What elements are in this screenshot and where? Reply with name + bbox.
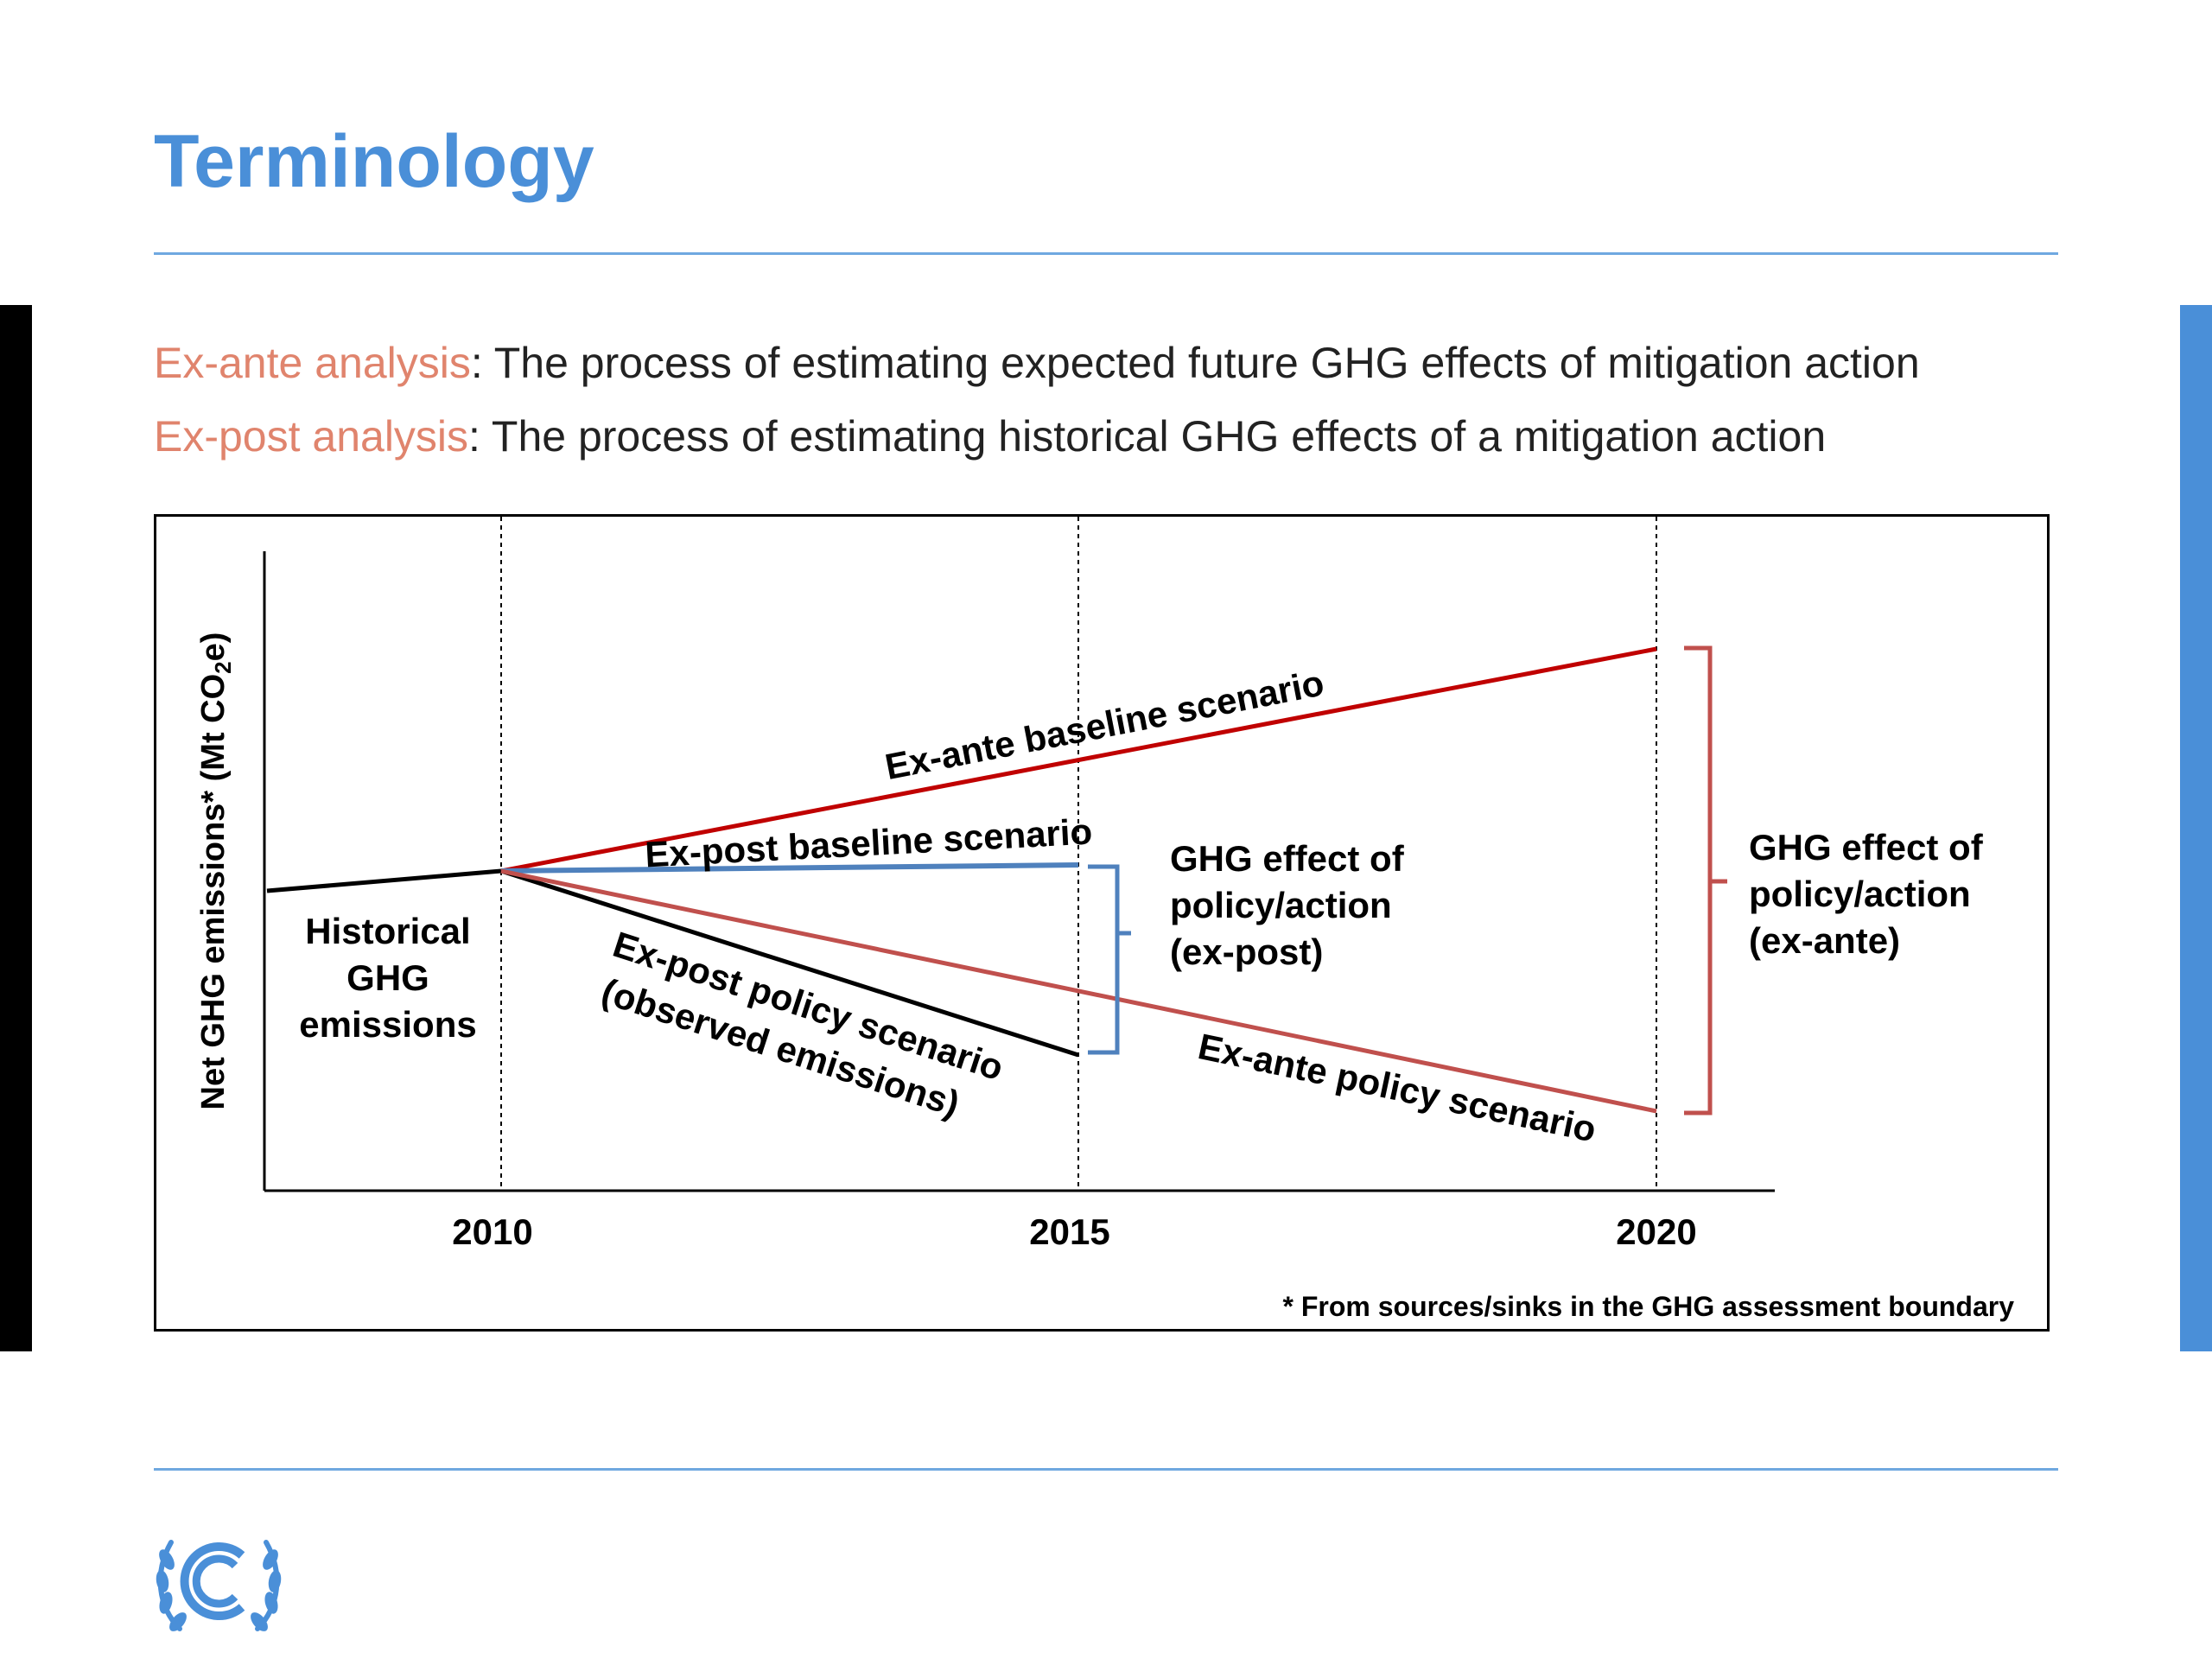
right-accent-bar <box>2180 305 2212 1351</box>
x-tick-2015: 2015 <box>1029 1211 1109 1252</box>
definition-ex-post-text: : The process of estimating historical G… <box>468 412 1827 461</box>
scenario-diagram: Net GHG emissions* (Mt CO2e) 2010 2015 2… <box>154 514 2050 1332</box>
y-axis-label-subscript: 2 <box>210 661 236 673</box>
effect-exante-line3: (ex-ante) <box>1749 920 1900 961</box>
term-ex-post: Ex-post analysis <box>154 412 469 461</box>
expost-policy-line <box>500 868 1079 1058</box>
unfccc-logo-icon <box>145 1508 292 1655</box>
definition-ex-ante-text: : The process of estimating expected fut… <box>470 339 1920 387</box>
y-axis-label: Net GHG emissions* (Mt CO2e) <box>195 632 236 1110</box>
term-ex-ante: Ex-ante analysis <box>154 339 471 387</box>
effect-expost-line2: policy/action <box>1170 885 1392 925</box>
historical-label-line2: GHG <box>346 957 429 998</box>
exante-policy-line <box>500 868 1657 1114</box>
scenario-diagram-svg: Net GHG emissions* (Mt CO2e) 2010 2015 2… <box>195 517 2015 1322</box>
expost-baseline-line <box>500 862 1079 874</box>
historical-emissions-line <box>266 868 502 893</box>
effect-exante-line2: policy/action <box>1749 874 1971 914</box>
exante-effect-brace <box>1684 645 1727 1116</box>
slide-title: Terminology <box>154 120 594 203</box>
effect-expost-line1: GHG effect of <box>1170 838 1405 879</box>
expost-effect-brace <box>1088 864 1131 1055</box>
left-accent-bar <box>0 305 32 1351</box>
y-axis-label-main: Net GHG emissions* (Mt CO <box>195 674 232 1110</box>
y-axis-label-end: e) <box>195 632 232 662</box>
effect-expost-line3: (ex-post) <box>1170 931 1323 972</box>
effect-exante-line1: GHG effect of <box>1749 827 1984 868</box>
historical-label-line1: Historical <box>305 911 470 951</box>
exante-baseline-line <box>500 646 1657 874</box>
definition-ex-ante: Ex-ante analysis: The process of estimat… <box>154 337 1920 389</box>
footer-divider <box>154 1468 2058 1471</box>
x-tick-2020: 2020 <box>1616 1211 1696 1252</box>
historical-label-line3: emissions <box>299 1004 476 1045</box>
title-divider <box>154 252 2058 255</box>
definition-ex-post: Ex-post analysis: The process of estimat… <box>154 410 1826 462</box>
x-tick-2010: 2010 <box>452 1211 532 1252</box>
figure-footnote: * From sources/sinks in the GHG assessme… <box>1283 1291 2015 1322</box>
